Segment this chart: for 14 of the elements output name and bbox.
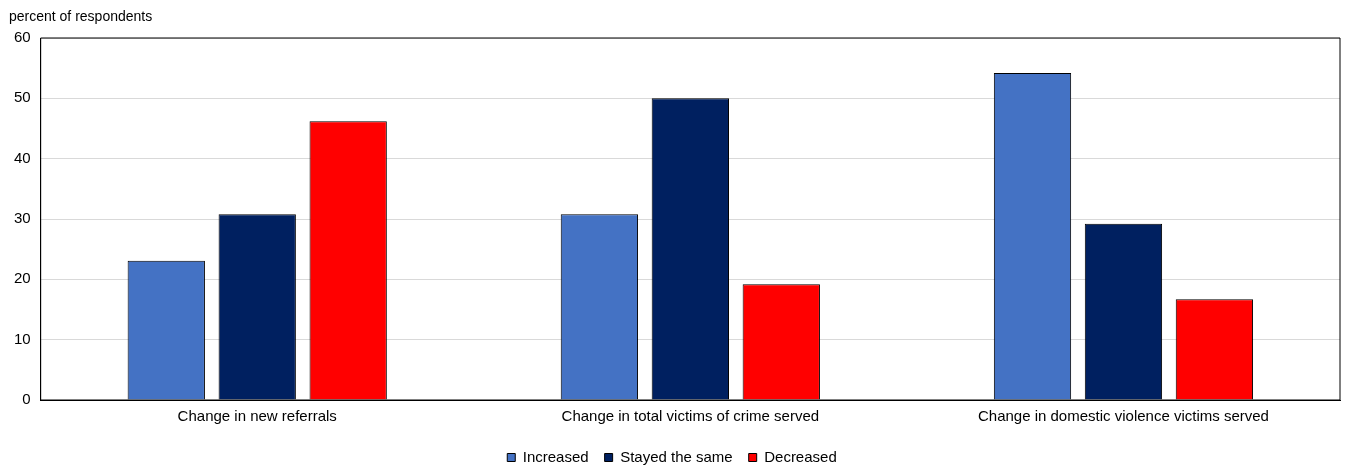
x-tick-label: Change in new referrals xyxy=(177,407,337,425)
y-axis-title: percent of respondents xyxy=(9,7,153,24)
y-tick-label: 20 xyxy=(14,269,31,287)
legend-label: Increased xyxy=(522,447,589,465)
x-tick-label: Change in total victims of crime served xyxy=(561,407,820,425)
y-tick-label: 10 xyxy=(14,329,31,347)
y-tick-label: 0 xyxy=(22,390,31,408)
legend-label: Decreased xyxy=(764,447,837,465)
x-tick-label: Change in domestic violence victims served xyxy=(977,407,1269,425)
y-tick-label: 60 xyxy=(14,28,31,46)
legend-label: Stayed the same xyxy=(620,447,733,465)
y-tick-label: 50 xyxy=(14,88,31,106)
y-tick-label: 30 xyxy=(14,209,31,227)
y-tick-label: 40 xyxy=(14,148,31,166)
